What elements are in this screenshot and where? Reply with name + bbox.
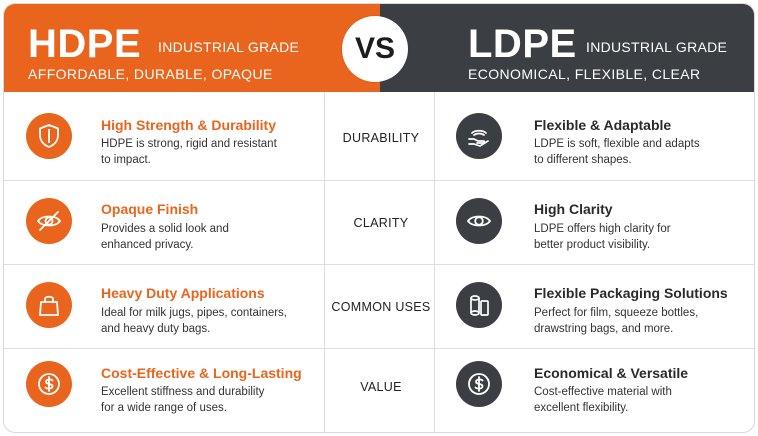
ldpe-tagline: ECONOMICAL, FLEXIBLE, CLEAR bbox=[468, 66, 701, 82]
dollar-icon bbox=[456, 361, 502, 407]
ldpe-title: LDPE bbox=[468, 22, 577, 66]
shield-icon bbox=[26, 113, 72, 159]
hdpe-feature-title: High Strength & Durability bbox=[101, 117, 276, 133]
ldpe-feature-desc-line2: drawstring bags, and more. bbox=[534, 323, 674, 335]
ldpe-feature-title: Economical & Versatile bbox=[534, 365, 689, 381]
ldpe-feature-desc-line1: Cost-effective material with bbox=[534, 386, 672, 398]
ldpe-feature-desc-line2: excellent flexibility. bbox=[534, 402, 629, 414]
row-divider bbox=[4, 180, 754, 181]
ldpe-feature-desc-line1: Perfect for film, squeeze bottles, bbox=[534, 307, 699, 319]
hdpe-feature-desc-line2: enhanced privacy. bbox=[101, 239, 194, 251]
column-divider-left bbox=[324, 92, 325, 432]
ldpe-grade: INDUSTRIAL GRADE bbox=[586, 39, 728, 55]
row-divider bbox=[4, 348, 754, 349]
hdpe-feature-desc-line2: and heavy duty bags. bbox=[101, 323, 211, 335]
header: HDPE INDUSTRIAL GRADE AFFORDABLE, DURABL… bbox=[4, 4, 754, 92]
ldpe-feature-title: Flexible Packaging Solutions bbox=[534, 285, 728, 301]
category-label: COMMON USES bbox=[331, 300, 431, 314]
hdpe-feature-desc-line2: to impact. bbox=[101, 154, 151, 166]
hdpe-feature-title: Cost-Effective & Long-Lasting bbox=[101, 365, 302, 381]
bag-icon bbox=[26, 282, 72, 328]
ldpe-feature-desc-line2: better product visibility. bbox=[534, 239, 651, 251]
ldpe-feature-desc-line2: to different shapes. bbox=[534, 154, 632, 166]
hdpe-header: HDPE INDUSTRIAL GRADE AFFORDABLE, DURABL… bbox=[4, 4, 380, 92]
film-roll-icon bbox=[456, 282, 502, 328]
hdpe-grade: INDUSTRIAL GRADE bbox=[158, 39, 300, 55]
ldpe-feature-desc-line1: LDPE is soft, flexible and adapts bbox=[534, 138, 700, 150]
eye-icon bbox=[456, 198, 502, 244]
hand-icon bbox=[456, 113, 502, 159]
category-label: VALUE bbox=[360, 380, 402, 394]
ldpe-feature-title: Flexible & Adaptable bbox=[534, 117, 672, 133]
ldpe-feature-title: High Clarity bbox=[534, 201, 613, 217]
hdpe-feature-title: Heavy Duty Applications bbox=[101, 285, 265, 301]
vs-badge: VS bbox=[342, 16, 408, 82]
category-label: CLARITY bbox=[353, 216, 409, 230]
hdpe-feature-desc-line1: HDPE is strong, rigid and resistant bbox=[101, 138, 277, 150]
hdpe-feature-desc-line1: Provides a solid look and bbox=[101, 223, 229, 235]
ldpe-feature-desc-line1: LDPE offers high clarity for bbox=[534, 223, 671, 235]
hdpe-tagline: AFFORDABLE, DURABLE, OPAQUE bbox=[28, 66, 273, 82]
comparison-card: HDPE INDUSTRIAL GRADE AFFORDABLE, DURABL… bbox=[3, 3, 755, 433]
category-label: DURABILITY bbox=[342, 131, 420, 145]
dollar-icon bbox=[26, 361, 72, 407]
row-divider bbox=[4, 264, 754, 265]
ldpe-header: LDPE INDUSTRIAL GRADE ECONOMICAL, FLEXIB… bbox=[380, 4, 754, 92]
eye-slash-icon bbox=[26, 198, 72, 244]
hdpe-title: HDPE bbox=[28, 22, 142, 66]
hdpe-feature-desc-line1: Ideal for milk jugs, pipes, containers, bbox=[101, 307, 288, 319]
column-divider-right bbox=[434, 92, 435, 432]
hdpe-feature-title: Opaque Finish bbox=[101, 201, 199, 217]
hdpe-feature-desc-line1: Excellent stiffness and durability bbox=[101, 386, 265, 398]
hdpe-feature-desc-line2: for a wide range of uses. bbox=[101, 402, 227, 414]
